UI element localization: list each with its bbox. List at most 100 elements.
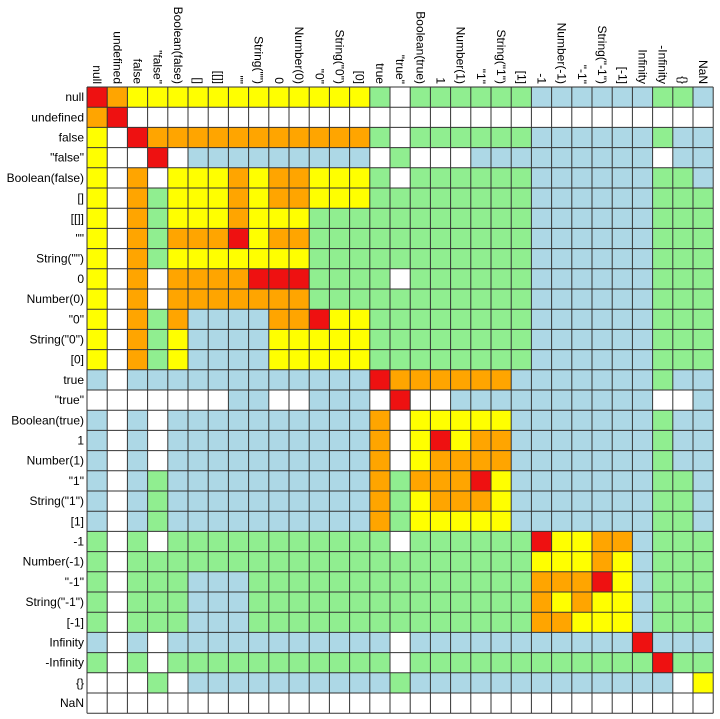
row-label: String("1") [29, 494, 84, 508]
matrix-cell [410, 349, 431, 370]
matrix-cell [672, 268, 693, 289]
matrix-cell [390, 430, 411, 451]
matrix-cell [693, 410, 714, 431]
matrix-cell [349, 551, 370, 572]
matrix-cell [571, 188, 592, 209]
matrix-cell [450, 268, 471, 289]
matrix-cell [672, 470, 693, 491]
matrix-cell [672, 329, 693, 350]
matrix-cell [450, 470, 471, 491]
matrix-cell [430, 107, 451, 128]
matrix-cell [511, 511, 532, 532]
matrix-cell [329, 511, 350, 532]
matrix-cell [268, 531, 289, 552]
matrix-cell [248, 248, 269, 269]
matrix-cell [511, 693, 532, 714]
matrix-cell [309, 450, 330, 471]
matrix-cell [268, 430, 289, 451]
matrix-cell [248, 167, 269, 188]
matrix-cell [470, 147, 491, 168]
matrix-cell [531, 410, 552, 431]
matrix-cell [107, 430, 128, 451]
matrix-cell [107, 672, 128, 693]
matrix-cell [188, 430, 209, 451]
matrix-cell [511, 147, 532, 168]
matrix-cell [571, 430, 592, 451]
matrix-cell [390, 672, 411, 693]
matrix-cell [329, 592, 350, 613]
matrix-cell [329, 491, 350, 512]
matrix-cell [228, 289, 249, 310]
matrix-cell [167, 551, 188, 572]
matrix-cell [349, 652, 370, 673]
row-label: "true" [55, 393, 84, 407]
matrix-cell [632, 551, 653, 572]
matrix-cell [672, 693, 693, 714]
matrix-cell [188, 592, 209, 613]
matrix-cell [188, 369, 209, 390]
matrix-cell [652, 410, 673, 431]
matrix-cell [107, 491, 128, 512]
matrix-cell [592, 531, 613, 552]
matrix-cell [147, 470, 168, 491]
matrix-cell [450, 188, 471, 209]
matrix-cell [430, 672, 451, 693]
matrix-cell [268, 208, 289, 229]
matrix-cell [208, 289, 229, 310]
matrix-cell [470, 652, 491, 673]
matrix-cell [349, 410, 370, 431]
matrix-cell [390, 309, 411, 330]
matrix-cell [107, 390, 128, 411]
matrix-cell [470, 410, 491, 431]
matrix-cell [329, 632, 350, 653]
matrix-cell [390, 127, 411, 148]
matrix-cell [511, 470, 532, 491]
matrix-cell [268, 127, 289, 148]
matrix-cell [87, 107, 108, 128]
matrix-cell [329, 87, 350, 108]
matrix-cell [268, 107, 289, 128]
matrix-cell [430, 491, 451, 512]
matrix-cell [167, 470, 188, 491]
matrix-cell [450, 127, 471, 148]
matrix-cell [511, 592, 532, 613]
matrix-cell [309, 390, 330, 411]
matrix-cell [571, 592, 592, 613]
matrix-cell [390, 511, 411, 532]
matrix-cell [672, 87, 693, 108]
matrix-cell [107, 470, 128, 491]
column-label: [0] [353, 71, 367, 84]
matrix-cell [632, 188, 653, 209]
matrix-cell [329, 470, 350, 491]
matrix-cell [450, 491, 471, 512]
matrix-cell [228, 147, 249, 168]
matrix-cell [511, 167, 532, 188]
matrix-cell [329, 228, 350, 249]
matrix-cell [167, 511, 188, 532]
matrix-cell [672, 430, 693, 451]
matrix-cell [369, 349, 390, 370]
matrix-cell [369, 592, 390, 613]
matrix-cell [592, 349, 613, 370]
matrix-cell [188, 248, 209, 269]
matrix-cell [147, 87, 168, 108]
matrix-cell [228, 450, 249, 471]
matrix-cell [632, 289, 653, 310]
matrix-cell [289, 329, 310, 350]
matrix-cell [369, 693, 390, 714]
matrix-cell [531, 470, 552, 491]
matrix-cell [531, 147, 552, 168]
matrix-cell [470, 309, 491, 330]
matrix-cell [309, 147, 330, 168]
matrix-cell [551, 491, 572, 512]
matrix-cell [511, 268, 532, 289]
matrix-cell [268, 693, 289, 714]
matrix-cell [632, 329, 653, 350]
matrix-cell [693, 248, 714, 269]
matrix-cell [632, 268, 653, 289]
matrix-cell [147, 571, 168, 592]
matrix-cell [268, 268, 289, 289]
matrix-cell [652, 430, 673, 451]
matrix-cell [208, 349, 229, 370]
matrix-cell [430, 632, 451, 653]
